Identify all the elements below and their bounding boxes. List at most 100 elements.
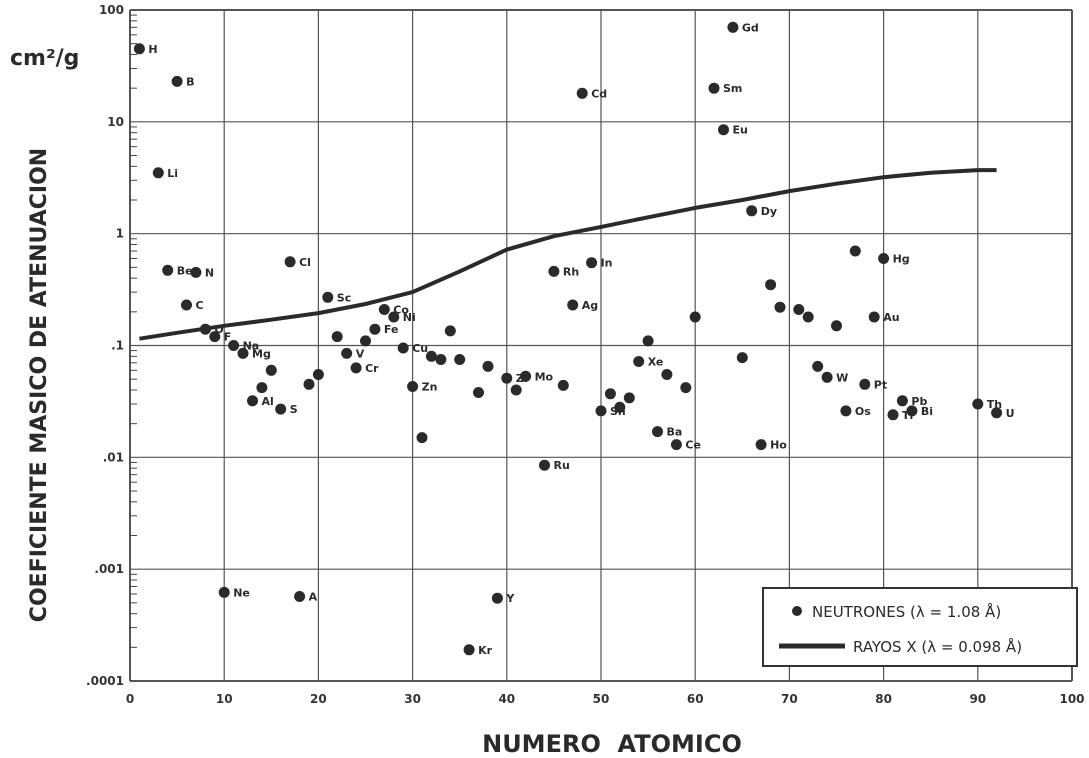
x-tick-label-30: 30 — [404, 692, 421, 706]
element-label-mo: Mo — [535, 370, 554, 383]
data-point-os — [840, 405, 852, 417]
element-label-ni: Ni — [403, 311, 416, 324]
y-tick-label: 100 — [99, 3, 124, 17]
data-point-y — [491, 592, 503, 604]
data-point-cd — [576, 87, 588, 99]
data-point-zn — [407, 381, 419, 392]
element-label-os: Os — [855, 405, 871, 418]
legend-xray-label: RAYOS X (λ = 0.098 Å) — [853, 637, 1022, 656]
data-point — [661, 369, 673, 380]
element-label-zr: Zr — [516, 372, 530, 385]
element-label-sn: Sn — [610, 405, 626, 418]
y-tick-label: .001 — [94, 562, 124, 576]
element-label-zn: Zn — [422, 381, 438, 394]
data-point — [265, 364, 277, 376]
x-axis-title: NUMERO ATOMICO — [482, 730, 742, 758]
data-point-h — [133, 43, 145, 55]
element-label-bi: Bi — [921, 405, 933, 418]
data-point-cl — [284, 256, 296, 268]
legend-dot-marker — [792, 606, 802, 616]
x-tick-label-60: 60 — [687, 692, 704, 706]
data-point — [642, 335, 654, 347]
data-point-gd — [727, 21, 739, 33]
element-label-cr: Cr — [365, 362, 379, 375]
data-point — [680, 382, 692, 394]
data-point-co — [378, 304, 390, 315]
element-label-pb: Pb — [911, 395, 927, 408]
data-point-au — [868, 311, 880, 323]
data-point-th — [972, 398, 984, 410]
y-tick-label: 1 — [116, 227, 124, 241]
data-point-pt — [859, 378, 871, 390]
tick-labels: 0 10 20 30 40 50 60 70 80 90 100 100 10 1 .1 .01 .001 .00… — [86, 3, 1085, 706]
element-label-gd: Gd — [742, 21, 759, 34]
data-point — [303, 378, 315, 390]
element-label-s: S — [290, 403, 298, 416]
element-label-pt: Pt — [874, 378, 887, 391]
element-label-f: F — [224, 331, 232, 344]
data-point-na — [228, 340, 240, 351]
element-label-ne: Ne — [233, 586, 250, 599]
data-point-a — [294, 591, 306, 602]
element-label-eu: Eu — [733, 124, 748, 137]
element-label-sc: Sc — [337, 291, 351, 304]
data-point-kr — [463, 644, 475, 656]
data-point-li — [152, 167, 164, 179]
data-point-ne — [218, 586, 230, 598]
data-point-f — [209, 331, 221, 343]
data-point — [256, 382, 268, 394]
data-point — [473, 387, 484, 398]
legend-box — [762, 587, 1078, 667]
data-point-v — [341, 347, 353, 359]
data-point-mg — [237, 347, 249, 359]
data-point-n — [190, 266, 202, 278]
data-point-eu — [718, 124, 729, 136]
data-point-mo — [520, 370, 532, 382]
data-point — [736, 352, 748, 364]
x-tick-label-90: 90 — [969, 692, 986, 706]
data-point — [425, 350, 437, 362]
data-point-sc — [322, 291, 334, 303]
x-tick-label-50: 50 — [593, 692, 610, 706]
data-point-xe — [633, 356, 645, 367]
element-label-w: W — [836, 371, 848, 384]
grid — [129, 9, 1073, 682]
data-point — [614, 401, 626, 413]
element-label-be: Be — [177, 264, 193, 277]
element-label-ag: Ag — [582, 299, 598, 312]
data-point-ho — [755, 439, 767, 451]
data-point — [849, 245, 861, 257]
data-point-sn — [595, 405, 607, 417]
element-label-au: Au — [883, 311, 899, 324]
element-label-kr: Kr — [478, 644, 493, 657]
element-label-cl: Cl — [299, 256, 311, 269]
element-label-c: C — [196, 299, 204, 312]
y-tick-label: .0001 — [86, 674, 124, 688]
data-point-rh — [548, 265, 560, 277]
data-point — [331, 331, 343, 343]
element-label-sm: Sm — [723, 82, 742, 95]
y-unit-label: cm²/g — [10, 46, 79, 71]
data-point — [557, 379, 569, 391]
legend-neutrons-label: NEUTRONES (λ = 1.08 Å) — [812, 602, 1001, 621]
x-tick-label-80: 80 — [875, 692, 892, 706]
data-point — [454, 354, 466, 365]
x-tick-label-100: 100 — [1059, 692, 1084, 706]
data-point — [774, 301, 786, 313]
data-point-cu — [397, 342, 409, 354]
element-label-cd: Cd — [591, 87, 607, 100]
element-label-na: Na — [243, 340, 260, 353]
element-label-tl: Tl — [902, 409, 913, 422]
y-tick-label: .01 — [103, 450, 124, 464]
element-label-rh: Rh — [563, 265, 579, 278]
x-tick-label-70: 70 — [781, 692, 798, 706]
data-point-o — [199, 323, 211, 335]
x-tick-label-10: 10 — [216, 692, 233, 706]
data-point-u — [991, 407, 1003, 419]
data-point-ce — [670, 439, 682, 451]
data-point — [831, 320, 842, 332]
data-point-pb — [896, 395, 908, 407]
element-label-ru: Ru — [554, 459, 570, 472]
x-tick-label-20: 20 — [310, 692, 327, 706]
